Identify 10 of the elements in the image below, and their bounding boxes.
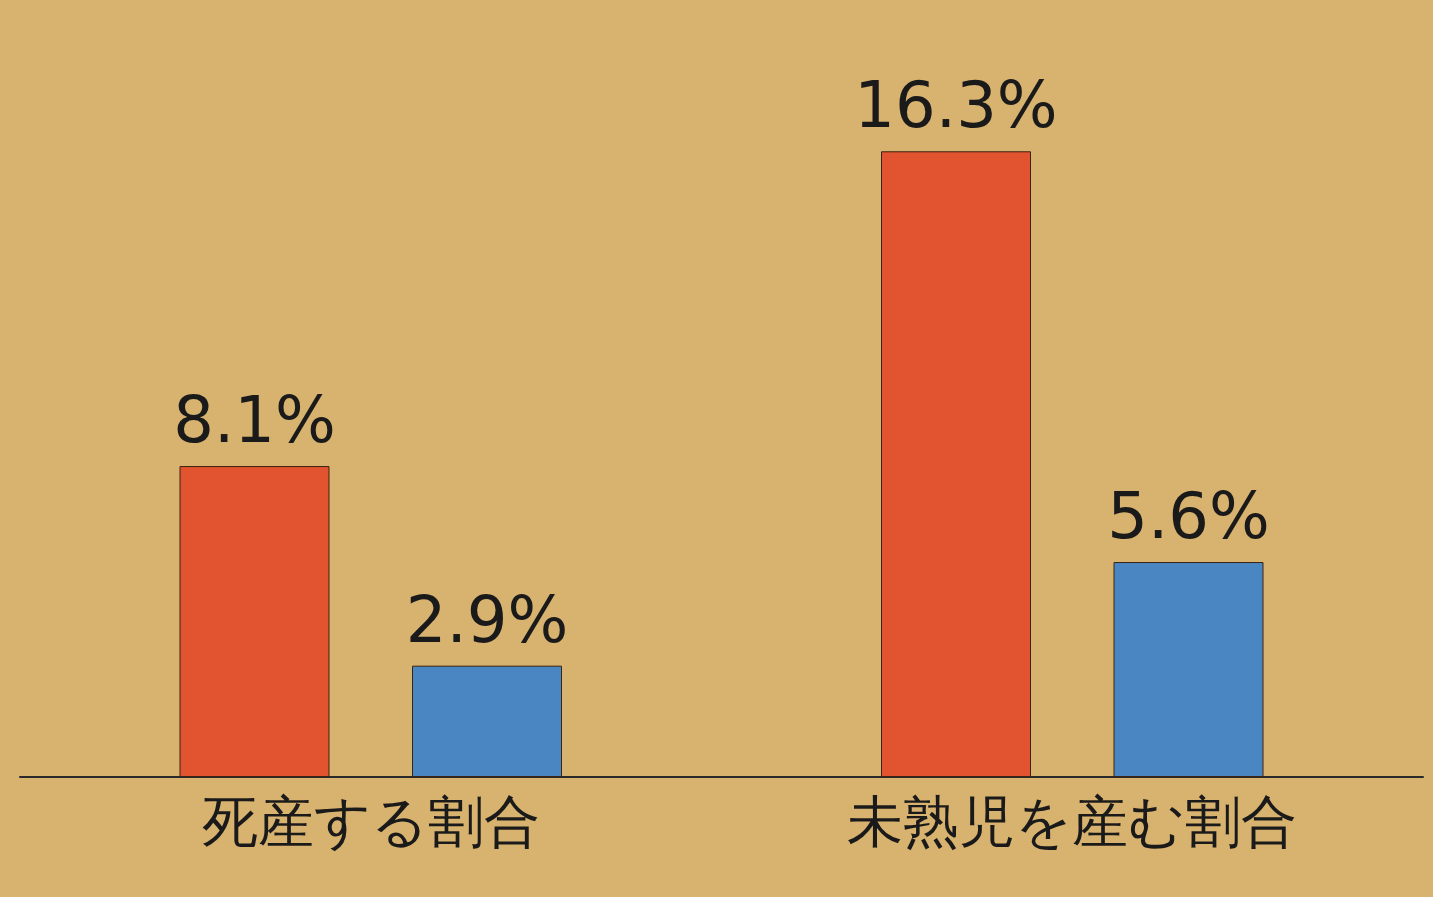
x-tick-label: 死産する割合 <box>201 788 540 854</box>
data-label: 16.3% <box>854 68 1058 143</box>
data-label: 8.1% <box>173 383 336 458</box>
data-label: 5.6% <box>1107 479 1270 554</box>
bar <box>412 665 562 777</box>
bar <box>179 466 330 777</box>
data-label: 2.9% <box>405 582 569 657</box>
bar <box>881 151 1031 777</box>
bar <box>1113 562 1264 777</box>
x-tick-label: 未熟児を産む割合 <box>847 788 1298 854</box>
